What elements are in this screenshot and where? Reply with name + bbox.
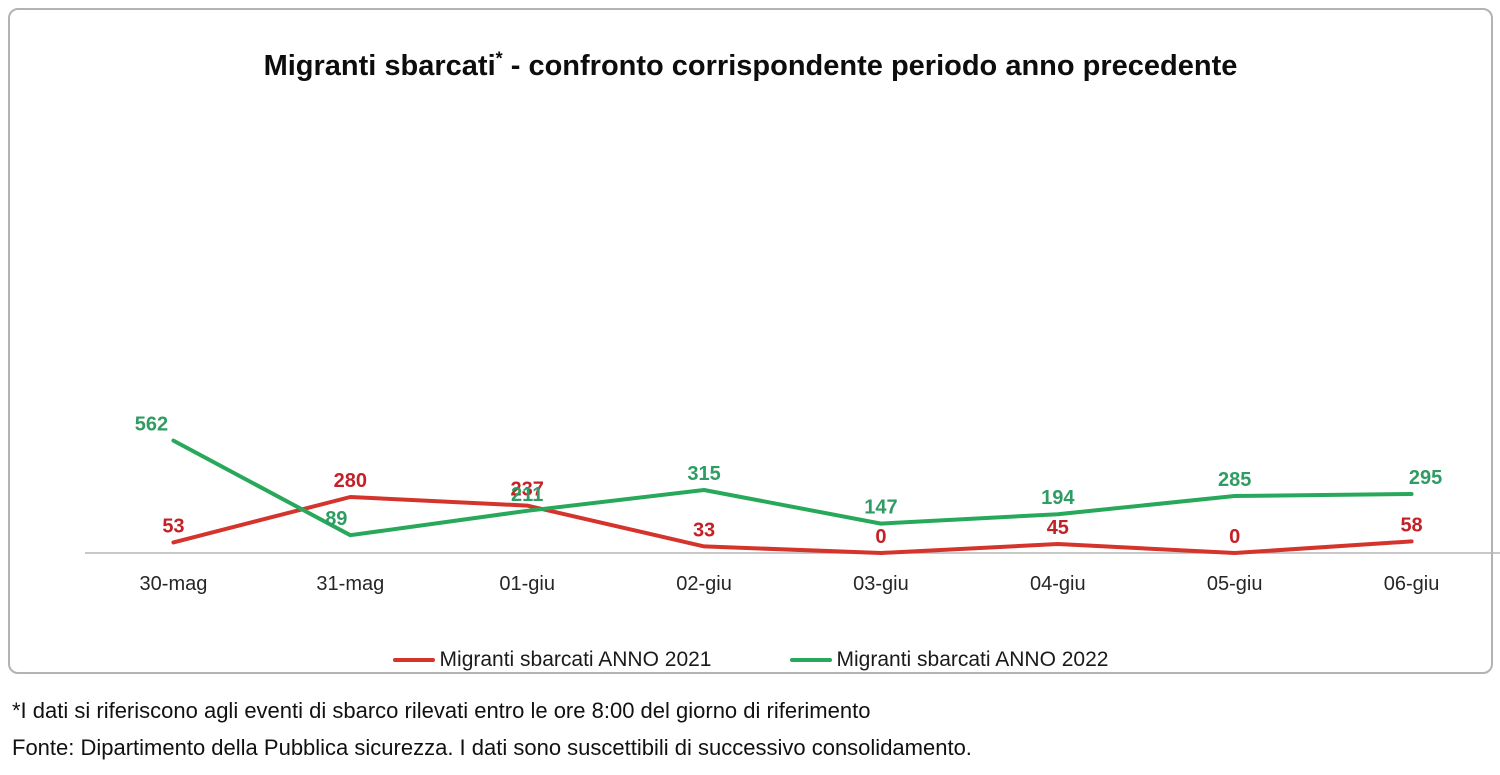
data-label: 194	[1041, 487, 1075, 509]
chart-legend: Migranti sbarcati ANNO 2021 Migranti sba…	[10, 648, 1491, 672]
chart-plot: 30-mag 31-mag 01-giu 02-giu 03-giu 04-giu 05-g…	[85, 414, 1500, 595]
x-axis-tick-label: 30-mag	[140, 573, 208, 595]
x-axis-tick-label: 02-giu	[676, 573, 732, 595]
legend-label-2021: Migranti sbarcati ANNO 2021	[439, 648, 712, 671]
data-label: 58	[1400, 514, 1422, 536]
chart-title-asterisk: *	[495, 48, 503, 69]
x-axis-tick-label: 03-giu	[853, 573, 909, 595]
data-label: 237	[511, 479, 544, 501]
data-label: 89	[325, 508, 347, 530]
series-line-2022	[171, 438, 1414, 538]
x-axis-tick-label: 31-mag	[316, 573, 384, 595]
data-label: 315	[687, 463, 720, 485]
series-line-2021	[171, 495, 1414, 555]
chart-title: Migranti sbarcati* - confronto corrispon…	[10, 48, 1491, 83]
x-axis-tick-label: 01-giu	[499, 573, 555, 595]
x-axis-tick-label: 04-giu	[1030, 573, 1086, 595]
data-label: 53	[162, 515, 184, 537]
data-label: 0	[875, 526, 886, 548]
legend-item-2021: Migranti sbarcati ANNO 2021	[392, 648, 712, 672]
data-label: 33	[693, 519, 715, 541]
x-axis-tick-label: 05-giu	[1207, 573, 1263, 595]
legend-swatch-2022	[789, 658, 832, 662]
legend-label-2022: Migranti sbarcati ANNO 2022	[836, 648, 1109, 671]
data-label: 147	[864, 497, 897, 519]
data-label: 285	[1218, 469, 1251, 491]
chart-container: Migranti sbarcati* - confronto corrispon…	[8, 8, 1500, 674]
data-label: 280	[334, 470, 367, 492]
footnote-definition: *I dati si riferiscono agli eventi di sb…	[12, 698, 871, 723]
footnote-source: Fonte: Dipartimento della Pubblica sicur…	[12, 735, 972, 760]
legend-swatch-2021	[392, 658, 435, 662]
data-label: 0	[1229, 526, 1240, 548]
data-label: 45	[1047, 517, 1069, 539]
chart-title-main: Migranti sbarcati	[263, 50, 496, 82]
data-label: 562	[135, 414, 168, 436]
legend-item-2022: Migranti sbarcati ANNO 2022	[789, 648, 1109, 672]
data-label: 295	[1409, 467, 1442, 489]
data-label: 211	[511, 484, 543, 506]
chart-footnotes: *I dati si riferiscono agli eventi di sb…	[12, 692, 972, 766]
x-axis-tick-label: 06-giu	[1384, 573, 1440, 595]
chart-title-rest: - confronto corrispondente periodo anno …	[502, 50, 1238, 82]
